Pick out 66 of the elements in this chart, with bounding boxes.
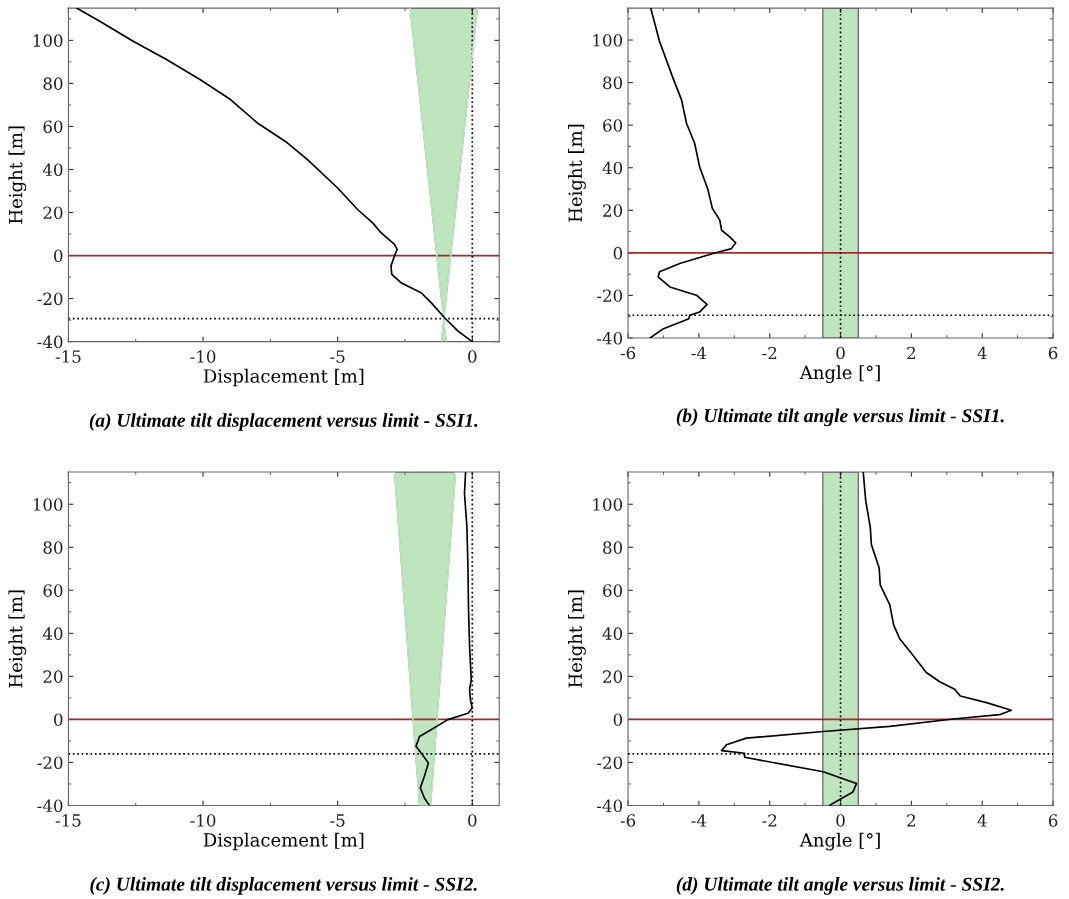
text: (c) Ultimate tilt displacement versus limit - SSI2. — [90, 877, 477, 895]
y-tick-label: 100 — [33, 498, 63, 511]
x-tick-label: -4 — [691, 346, 707, 360]
y-tick-label: 40 — [42, 627, 63, 640]
x-tick-label: -10 — [190, 814, 216, 827]
y-tick-label: 20 — [603, 670, 623, 683]
y-tick-label: 80 — [603, 76, 623, 90]
x-tick-label: -5 — [330, 814, 345, 827]
y-tick-label: 100 — [33, 34, 63, 47]
y-tick-label: -20 — [597, 756, 623, 770]
y-axis-title: Height [m] — [568, 590, 586, 688]
y-tick-label: 60 — [43, 584, 63, 597]
x-tick-label: 2 — [907, 346, 916, 360]
x-tick-label: 4 — [977, 346, 987, 360]
y-tick-label: -40 — [597, 331, 623, 345]
text: (b) Ultimate tilt angle versus limit - SSI1. — [676, 408, 1004, 427]
x-tick-label: -2 — [762, 346, 777, 360]
y-tick-label: 20 — [43, 670, 63, 683]
y-tick-label: 60 — [43, 120, 63, 134]
x-tick-label: -6 — [620, 814, 636, 827]
y-tick-label: -20 — [37, 756, 63, 770]
y-tick-label: 0 — [54, 713, 63, 726]
y-axis-title: Height [m] — [568, 124, 586, 222]
x-axis-title: Angle [°] — [799, 365, 880, 383]
y-axis-title: Height [m] — [8, 126, 27, 224]
y-tick-label: 40 — [602, 161, 623, 175]
x-axis-title: Angle [°] — [799, 832, 880, 851]
y-tick-label: -20 — [37, 292, 63, 306]
text: (a) Ultimate tilt displacement versus limit - SSI1. — [89, 413, 478, 431]
y-tick-label: 0 — [613, 246, 623, 260]
x-tick-label: 0 — [836, 346, 845, 360]
y-tick-label: -40 — [597, 799, 623, 813]
x-tick-label: 2 — [907, 814, 916, 827]
x-tick-label: -6 — [620, 346, 636, 360]
y-tick-label: 40 — [602, 627, 623, 640]
y-tick-label: 60 — [603, 584, 623, 597]
x-tick-label: 6 — [1048, 346, 1058, 360]
x-tick-label: 6 — [1048, 814, 1058, 827]
y-tick-label: 0 — [54, 249, 63, 263]
x-tick-label: 0 — [836, 814, 845, 827]
y-tick-label: -40 — [37, 335, 63, 349]
y-tick-label: 80 — [603, 541, 623, 554]
y-tick-label: 60 — [603, 119, 623, 132]
x-axis-title: Displacement [m] — [203, 832, 364, 851]
x-tick-label: 4 — [977, 814, 987, 827]
x-axis-title: Displacement [m] — [203, 368, 364, 387]
y-tick-label: 20 — [43, 206, 63, 220]
y-tick-label: 80 — [43, 77, 63, 90]
y-tick-label: 20 — [603, 204, 623, 217]
x-tick-label: -5 — [330, 350, 345, 363]
y-tick-label: 40 — [42, 163, 63, 177]
y-tick-label: 80 — [43, 541, 63, 554]
x-tick-label: -10 — [190, 350, 216, 363]
x-tick-label: -15 — [55, 814, 81, 827]
y-tick-label: 100 — [593, 33, 623, 47]
y-tick-label: 0 — [613, 713, 623, 726]
y-tick-label: 100 — [593, 498, 623, 511]
x-tick-label: -2 — [762, 814, 777, 827]
y-axis-title: Height [m] — [8, 590, 27, 688]
y-tick-label: -20 — [597, 289, 623, 303]
x-tick-label: -15 — [55, 350, 81, 363]
x-tick-label: 0 — [468, 814, 477, 827]
x-tick-label: 0 — [468, 350, 477, 363]
x-tick-label: -4 — [691, 814, 707, 827]
y-tick-label: -40 — [37, 799, 63, 813]
text: (d) Ultimate tilt angle versus limit - SSI2. — [676, 877, 1004, 895]
